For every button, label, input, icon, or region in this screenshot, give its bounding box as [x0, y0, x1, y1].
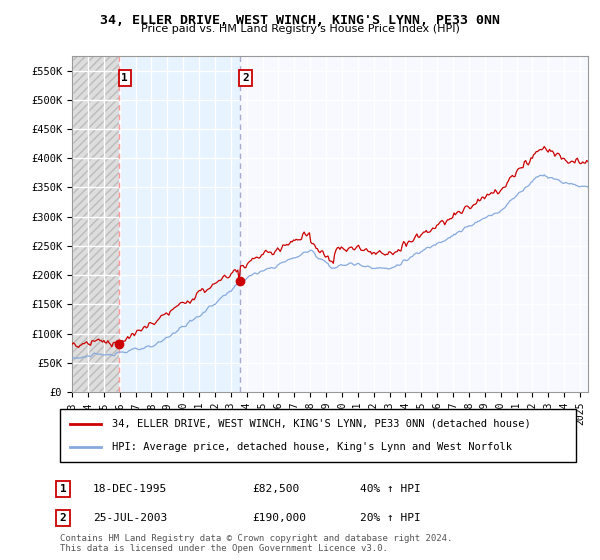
Text: 34, ELLER DRIVE, WEST WINCH, KING'S LYNN, PE33 0NN (detached house): 34, ELLER DRIVE, WEST WINCH, KING'S LYNN… [112, 419, 530, 429]
Text: 2: 2 [242, 73, 249, 83]
Text: 40% ↑ HPI: 40% ↑ HPI [360, 484, 421, 494]
Text: 18-DEC-1995: 18-DEC-1995 [93, 484, 167, 494]
Bar [119, 56, 239, 392]
Text: HPI: Average price, detached house, King's Lynn and West Norfolk: HPI: Average price, detached house, King… [112, 442, 512, 452]
Bar [239, 56, 588, 392]
Bar [72, 56, 119, 392]
Text: £190,000: £190,000 [252, 513, 306, 523]
Text: 1: 1 [121, 73, 128, 83]
Text: 20% ↑ HPI: 20% ↑ HPI [360, 513, 421, 523]
Text: 1: 1 [59, 484, 67, 494]
Text: Price paid vs. HM Land Registry's House Price Index (HPI): Price paid vs. HM Land Registry's House … [140, 24, 460, 34]
Text: 2: 2 [59, 513, 67, 523]
Text: £82,500: £82,500 [252, 484, 299, 494]
Text: 25-JUL-2003: 25-JUL-2003 [93, 513, 167, 523]
Text: Contains HM Land Registry data © Crown copyright and database right 2024.
This d: Contains HM Land Registry data © Crown c… [60, 534, 452, 553]
Text: 34, ELLER DRIVE, WEST WINCH, KING'S LYNN, PE33 0NN: 34, ELLER DRIVE, WEST WINCH, KING'S LYNN… [100, 14, 500, 27]
